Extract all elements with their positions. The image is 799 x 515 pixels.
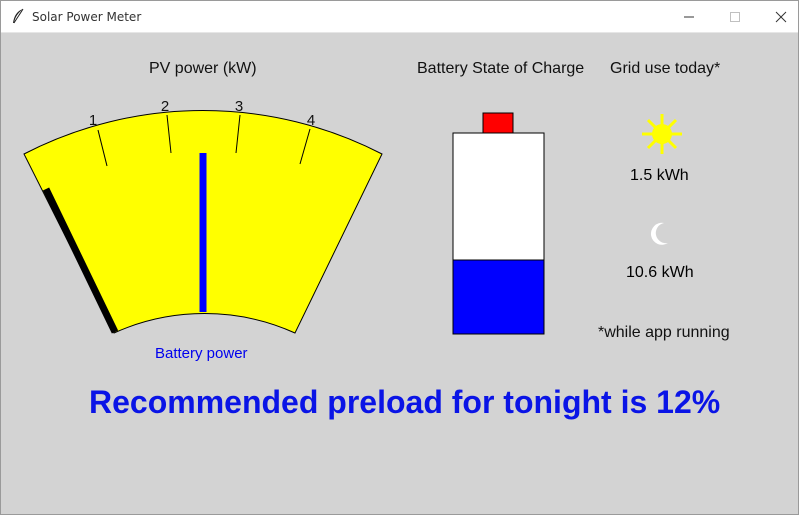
- dashboard-canvas: PV power (kW) Battery State of Charge Gr…: [1, 33, 798, 514]
- close-icon: [775, 11, 787, 23]
- window-title: Solar Power Meter: [32, 10, 142, 24]
- gauge-tick-label-2: 2: [161, 98, 169, 115]
- gauge-tick-label-1: 1: [89, 112, 97, 129]
- gauge-tick-3: [235, 114, 241, 154]
- preload-recommendation: Recommended preload for tonight is 12%: [89, 384, 721, 420]
- battery-charge-fill: [452, 259, 545, 335]
- sun-icon: [642, 114, 682, 154]
- battery-indicator: [452, 112, 545, 335]
- close-button[interactable]: [758, 1, 798, 32]
- battery-power-needle: [42, 187, 119, 334]
- grid-footnote: *while app running: [598, 324, 730, 341]
- battery-soc-title: Battery State of Charge: [417, 60, 585, 77]
- grid-night-value: 10.6 kWh: [626, 264, 694, 281]
- pv-power-title: PV power (kW): [149, 60, 257, 77]
- minimize-icon: [684, 16, 694, 18]
- gauge-tick-4: [299, 128, 311, 165]
- gauge-tick-label-4: 4: [307, 112, 315, 129]
- moon-icon: [650, 222, 668, 245]
- title-bar[interactable]: Solar Power Meter: [1, 1, 798, 33]
- feather-icon: [13, 8, 24, 24]
- battery-terminal: [482, 112, 514, 134]
- maximize-icon: [730, 12, 740, 22]
- gauge-tick-2: [166, 114, 172, 154]
- grid-use-title: Grid use today*: [610, 60, 721, 77]
- minimize-button[interactable]: [666, 1, 712, 32]
- pv-power-gauge: 1 2 3 4: [23, 98, 383, 334]
- gauge-tick-label-3: 3: [235, 98, 243, 115]
- maximize-button[interactable]: [712, 1, 758, 32]
- gauge-tick-1: [97, 129, 108, 167]
- grid-day-value: 1.5 kWh: [630, 167, 689, 184]
- battery-power-label: Battery power: [155, 345, 248, 362]
